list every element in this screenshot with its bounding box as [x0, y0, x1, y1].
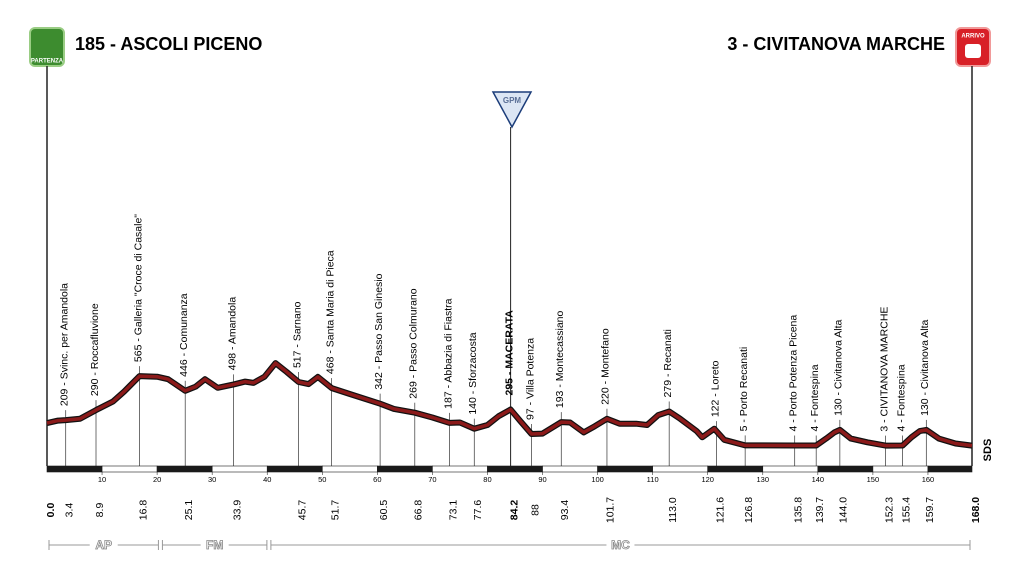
x-tick-label: 150	[867, 475, 880, 484]
km-label: 84.2	[508, 500, 520, 521]
km-bar-segment	[156, 465, 213, 473]
gpm-label: GPM	[503, 96, 522, 105]
waypoint-label: 209 - Svinc. per Amandola	[59, 283, 71, 406]
waypoint-label: 193 - Montecassiano	[554, 310, 566, 408]
waypoint-label: 122 - Loreto	[709, 360, 721, 417]
waypoint-label: 4 - Fontespina	[809, 364, 821, 431]
finish-title: 3 - CIVITANOVA MARCHE	[727, 34, 945, 54]
waypoint-label: 565 - Galleria "Croce di Casale"	[132, 214, 144, 362]
waypoint-label: 279 - Recanati	[662, 329, 674, 397]
waypoint-label: 517 - Sarnano	[291, 301, 303, 368]
km-bar-segment	[101, 465, 158, 473]
km-bar-segment	[872, 465, 929, 473]
km-label: 8.9	[94, 503, 106, 518]
km-bar-segment	[542, 465, 598, 473]
km-bar-segment	[432, 465, 488, 473]
region-label-bg	[200, 538, 229, 552]
km-bar-segment	[927, 465, 973, 473]
waypoint-label: 130 - Civitanova Alta	[833, 319, 845, 415]
waypoint-label: 97 - Villa Potenza	[524, 338, 536, 420]
x-tick-label: 140	[812, 475, 825, 484]
km-label: 135.8	[792, 497, 804, 523]
km-label: 45.7	[296, 500, 308, 521]
region-label: FM	[206, 538, 223, 552]
waypoint-label: 269 - Passo Colmurano	[408, 288, 420, 398]
km-label: 93.4	[559, 500, 571, 521]
km-label: 121.6	[714, 497, 726, 523]
x-tick-label: 80	[483, 475, 491, 484]
km-label: 144.0	[838, 497, 850, 523]
waypoint-label: 3 - CIVITANOVA MARCHE	[878, 307, 890, 432]
x-tick-label: 70	[428, 475, 436, 484]
x-tick-label: 60	[373, 475, 381, 484]
region-label: MC	[611, 538, 630, 552]
km-label: 3.4	[64, 503, 76, 518]
km-label: 113.0	[667, 497, 679, 523]
km-label: 152.3	[883, 497, 895, 523]
km-bar-segment	[597, 465, 653, 473]
km-label: 155.4	[900, 497, 912, 523]
waypoint-label: 4 - Fontespina	[895, 364, 907, 431]
x-tick-label: 100	[591, 475, 604, 484]
km-label: 159.7	[924, 497, 936, 523]
waypoint-label: 140 - Sforzacosta	[467, 332, 479, 414]
x-tick-label: 130	[757, 475, 770, 484]
x-tick-label: 90	[538, 475, 546, 484]
km-label: 25.1	[183, 500, 195, 521]
x-tick-label: 50	[318, 475, 326, 484]
waypoint-label: 498 - Amandola	[226, 297, 238, 371]
km-bar-segment	[707, 465, 764, 473]
km-label: 126.8	[743, 497, 755, 523]
km-label: 139.7	[814, 497, 826, 523]
km-label: 16.8	[137, 500, 149, 521]
x-tick-label: 20	[153, 475, 161, 484]
km-bar-segment	[211, 465, 268, 473]
km-bar-segment	[652, 465, 709, 473]
start-badge: PARTENZA	[31, 59, 64, 65]
x-tick-label: 160	[922, 475, 935, 484]
waypoint-label: 4 - Porto Potenza Picena	[787, 315, 799, 432]
finish-badge: ARRIVO	[961, 34, 985, 40]
km-label: 101.7	[605, 497, 617, 523]
finish-icon	[965, 44, 981, 58]
km-label: 0.0	[45, 503, 57, 518]
waypoint-label: 130 - Civitanova Alta	[919, 319, 931, 415]
waypoint-label: 468 - Santa Maria di Pieca	[324, 250, 336, 374]
x-tick-label: 10	[98, 475, 106, 484]
waypoint-label: 342 - Passo San Ginesio	[373, 273, 385, 389]
region-label-bg	[606, 538, 635, 552]
km-label: 168.0	[970, 497, 982, 523]
x-tick-label: 30	[208, 475, 216, 484]
waypoint-label: 187 - Abbazia di Fiastra	[442, 298, 454, 408]
km-label: 33.9	[231, 500, 243, 521]
km-label: 51.7	[329, 500, 341, 521]
km-bar-segment	[377, 465, 433, 473]
km-bar-segment	[46, 465, 103, 473]
gpm-marker	[491, 91, 533, 129]
waypoint-label: 220 - Montefano	[600, 328, 612, 405]
km-bar-segment	[321, 465, 378, 473]
km-label: 77.6	[472, 500, 484, 521]
km-label: 60.5	[378, 500, 390, 521]
waypoint-label: 5 - Porto Recanati	[738, 347, 750, 432]
km-bar-segment	[817, 465, 874, 473]
waypoint-label: 290 - Roccafluvione	[89, 303, 101, 396]
km-bar-segment	[487, 465, 543, 473]
x-tick-label: 110	[647, 475, 659, 484]
km-label: 66.8	[413, 500, 425, 521]
km-bar-segment	[762, 465, 819, 473]
x-tick-label: 40	[263, 475, 271, 484]
x-tick-label: 120	[701, 475, 714, 484]
km-label: 88	[529, 504, 541, 516]
waypoint-label: 295 - MACERATA	[503, 310, 515, 396]
waypoint-label: 446 - Comunanza	[178, 293, 190, 377]
km-bar-segment	[266, 465, 323, 473]
region-label: AP	[95, 538, 112, 552]
region-label-bg	[89, 538, 118, 552]
km-label: 73.1	[447, 500, 459, 521]
logo: SDS	[982, 439, 994, 462]
start-title: 185 - ASCOLI PICENO	[75, 34, 262, 54]
profile-line	[46, 361, 973, 448]
